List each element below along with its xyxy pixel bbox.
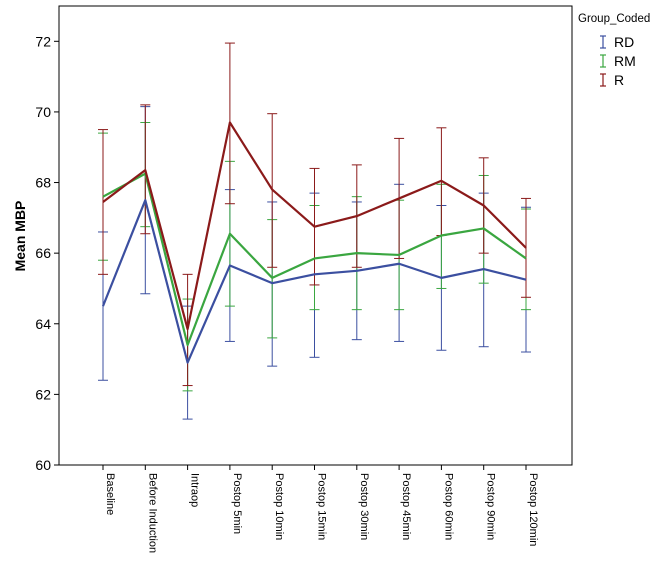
legend-label: RM — [614, 53, 636, 69]
legend: Group_Coded RD RM R — [578, 13, 650, 88]
y-tick-label: 64 — [35, 316, 51, 332]
legend-item-r: R — [600, 72, 624, 88]
x-tick-label: Intraop — [189, 473, 201, 507]
x-tick-label: Before Induction — [146, 473, 158, 553]
legend-item-rm: RM — [600, 53, 636, 69]
x-tick-label: Postop 10min — [273, 473, 285, 540]
x-tick-label: Postop 45min — [400, 473, 412, 540]
y-axis-title: Mean MBP — [12, 201, 28, 272]
x-tick-label: Postop 5min — [231, 473, 243, 534]
x-tick-label: Postop 30min — [358, 473, 370, 540]
x-tick-label: Baseline — [104, 473, 116, 515]
x-tick-label: Postop 15min — [316, 473, 328, 540]
series-line-r — [102, 121, 527, 331]
series-line-rd — [101, 199, 527, 364]
legend-title: Group_Coded — [578, 13, 650, 25]
y-tick-label: 60 — [35, 457, 51, 473]
y-tick-label: 68 — [35, 175, 51, 191]
x-tick-label: Postop 120min — [527, 473, 539, 546]
legend-label: R — [614, 72, 624, 88]
series-layer — [98, 42, 531, 420]
x-axis: Baseline Before Induction Intraop Postop 5m… — [102, 465, 539, 553]
y-tick-label: 66 — [35, 245, 51, 261]
x-tick-label: Postop 60min — [442, 473, 454, 540]
y-tick-label: 70 — [35, 104, 51, 120]
legend-label: RD — [614, 34, 634, 50]
series-line-rm — [102, 172, 527, 347]
plot-area — [58, 5, 573, 466]
legend-item-rd: RD — [600, 34, 634, 50]
y-tick-label: 72 — [35, 33, 51, 49]
y-axis: 60 62 64 66 68 70 72 — [35, 33, 59, 473]
x-tick-label: Postop 90min — [485, 473, 497, 540]
y-tick-label: 62 — [35, 386, 51, 402]
